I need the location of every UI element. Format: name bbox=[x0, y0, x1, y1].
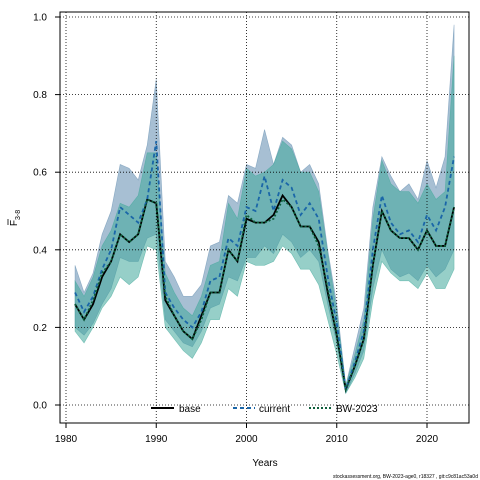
y-tick-label: 0.0 bbox=[33, 401, 47, 412]
y-tick-label: 0.8 bbox=[33, 90, 47, 101]
x-tick-label: 1980 bbox=[55, 434, 78, 445]
line-bw-2023 bbox=[74, 197, 455, 393]
legend-label-bw-2023: BW-2023 bbox=[336, 404, 378, 415]
y-axis-title: F3-8 bbox=[7, 210, 22, 226]
legend-item-bw-2023: BW-2023 bbox=[309, 404, 378, 415]
plot-frame bbox=[59, 11, 470, 424]
y-tick-label: 1.0 bbox=[33, 13, 47, 24]
x-axis-ticks: 1980 1990 2000 2010 2020 bbox=[55, 423, 439, 445]
legend-item-current: current bbox=[233, 404, 290, 415]
confidence-bands bbox=[74, 24, 455, 395]
legend-item-base: base bbox=[151, 404, 201, 415]
x-tick-label: 2000 bbox=[235, 434, 258, 445]
y-tick-label: 0.2 bbox=[33, 323, 47, 334]
svg-text:F3-8: F3-8 bbox=[9, 210, 22, 226]
legend-label-base: base bbox=[179, 404, 201, 415]
line-current bbox=[74, 141, 455, 390]
x-axis-title: Years bbox=[252, 458, 277, 469]
legend-label-current: current bbox=[259, 404, 290, 415]
legend: base current BW-2023 bbox=[151, 404, 378, 415]
y-axis-title-main: F bbox=[9, 220, 20, 226]
y-tick-label: 0.6 bbox=[33, 168, 47, 179]
y-axis-ticks: 0.0 0.2 0.4 0.6 0.8 1.0 bbox=[33, 13, 60, 412]
y-axis-title-subscript: 3-8 bbox=[15, 210, 22, 220]
series-lines bbox=[74, 141, 455, 393]
grid-lines bbox=[60, 12, 469, 423]
band-bw-2023 bbox=[74, 55, 455, 395]
x-tick-label: 2020 bbox=[416, 434, 439, 445]
x-tick-label: 1990 bbox=[145, 434, 168, 445]
y-tick-label: 0.4 bbox=[33, 245, 47, 256]
footer-source-text: stockassessment.org, BW-2023-age0, r1832… bbox=[333, 474, 478, 480]
x-tick-label: 2010 bbox=[326, 434, 349, 445]
